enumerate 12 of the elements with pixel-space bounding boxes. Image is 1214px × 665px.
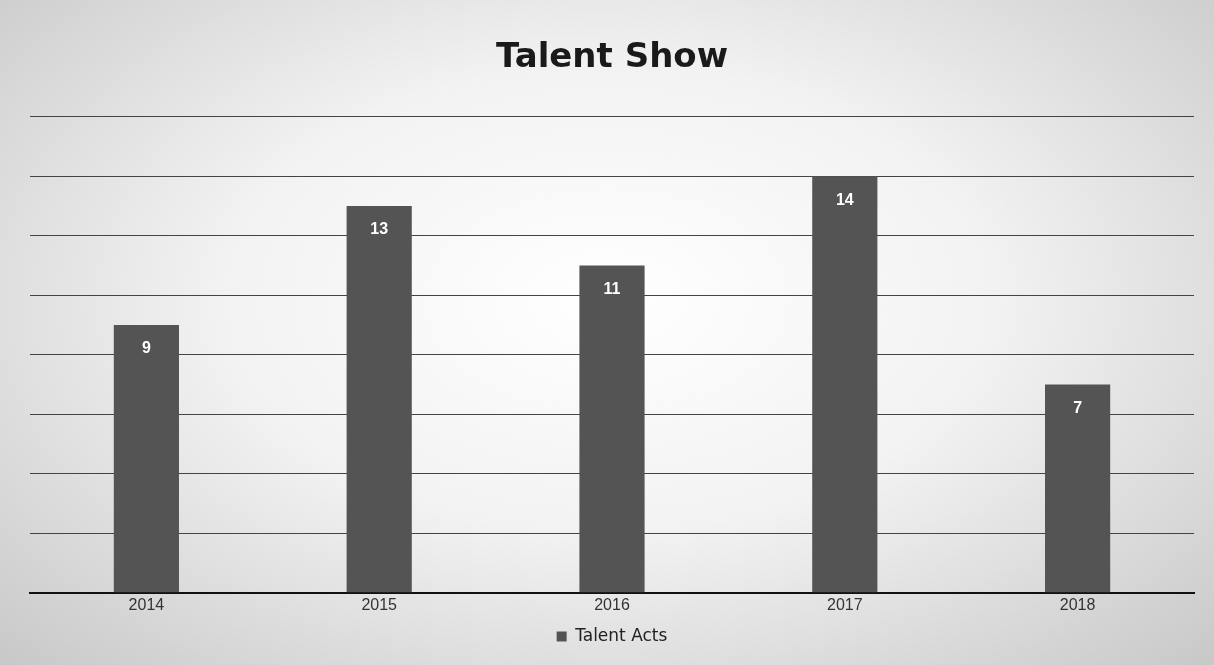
data-label: 14 bbox=[835, 190, 854, 208]
data-label: 7 bbox=[1073, 398, 1083, 416]
data-label: 9 bbox=[141, 339, 151, 357]
x-tick-label: 2014 bbox=[128, 595, 165, 613]
data-label: 11 bbox=[603, 279, 621, 297]
x-tick-label: 2017 bbox=[827, 595, 863, 613]
x-tick-label: 2016 bbox=[594, 595, 630, 613]
x-tick-label: 2015 bbox=[361, 595, 398, 613]
legend-label: Talent Acts bbox=[574, 624, 668, 645]
x-tick-label: 2018 bbox=[1059, 595, 1096, 613]
data-label: 13 bbox=[370, 220, 389, 238]
chart-title: Talent Show bbox=[495, 35, 729, 76]
